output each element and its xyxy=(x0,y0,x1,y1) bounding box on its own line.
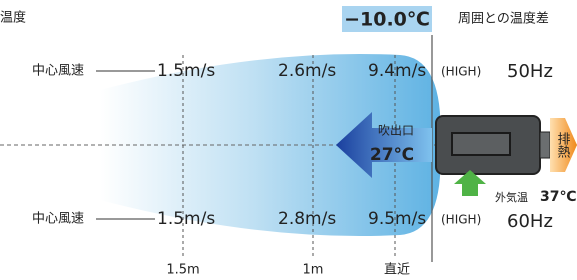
temp-diff: −10.0℃ xyxy=(344,9,430,31)
speed: 9.4m/s xyxy=(368,61,426,81)
outlet-temp: 27℃ xyxy=(370,145,414,165)
unit-vent xyxy=(452,133,510,155)
mode: (HIGH) xyxy=(441,65,481,79)
outside-temp: 37℃ xyxy=(540,189,576,205)
row-label: 中心風速 xyxy=(32,64,84,79)
outside-label: 外気温 xyxy=(495,190,528,204)
row-label: 中心風速 xyxy=(32,212,84,227)
speed: 1.5m/s xyxy=(157,209,215,229)
distance: 1.5m xyxy=(166,263,199,278)
unit-duct xyxy=(540,132,550,158)
mode: (HIGH) xyxy=(441,213,481,227)
speed: 2.6m/s xyxy=(278,61,336,81)
outlet-label: 吹出口 xyxy=(378,124,414,138)
speed: 1.5m/s xyxy=(157,61,215,81)
distance: 1m xyxy=(303,263,324,278)
speed: 2.8m/s xyxy=(278,209,336,229)
distance: 直近 xyxy=(384,263,410,278)
freq: 50Hz xyxy=(507,61,553,82)
freq: 60Hz xyxy=(507,211,553,232)
exhaust-label: 排熱 xyxy=(555,132,571,159)
speed: 9.5m/s xyxy=(368,209,426,229)
header-left: 温度 xyxy=(0,10,26,26)
diagram: 温度 −10.0℃ 周囲との温度差 中心風速 1.5m/s 2.6m/s 9.4… xyxy=(0,0,577,280)
temp-diff-caption: 周囲との温度差 xyxy=(458,11,549,27)
